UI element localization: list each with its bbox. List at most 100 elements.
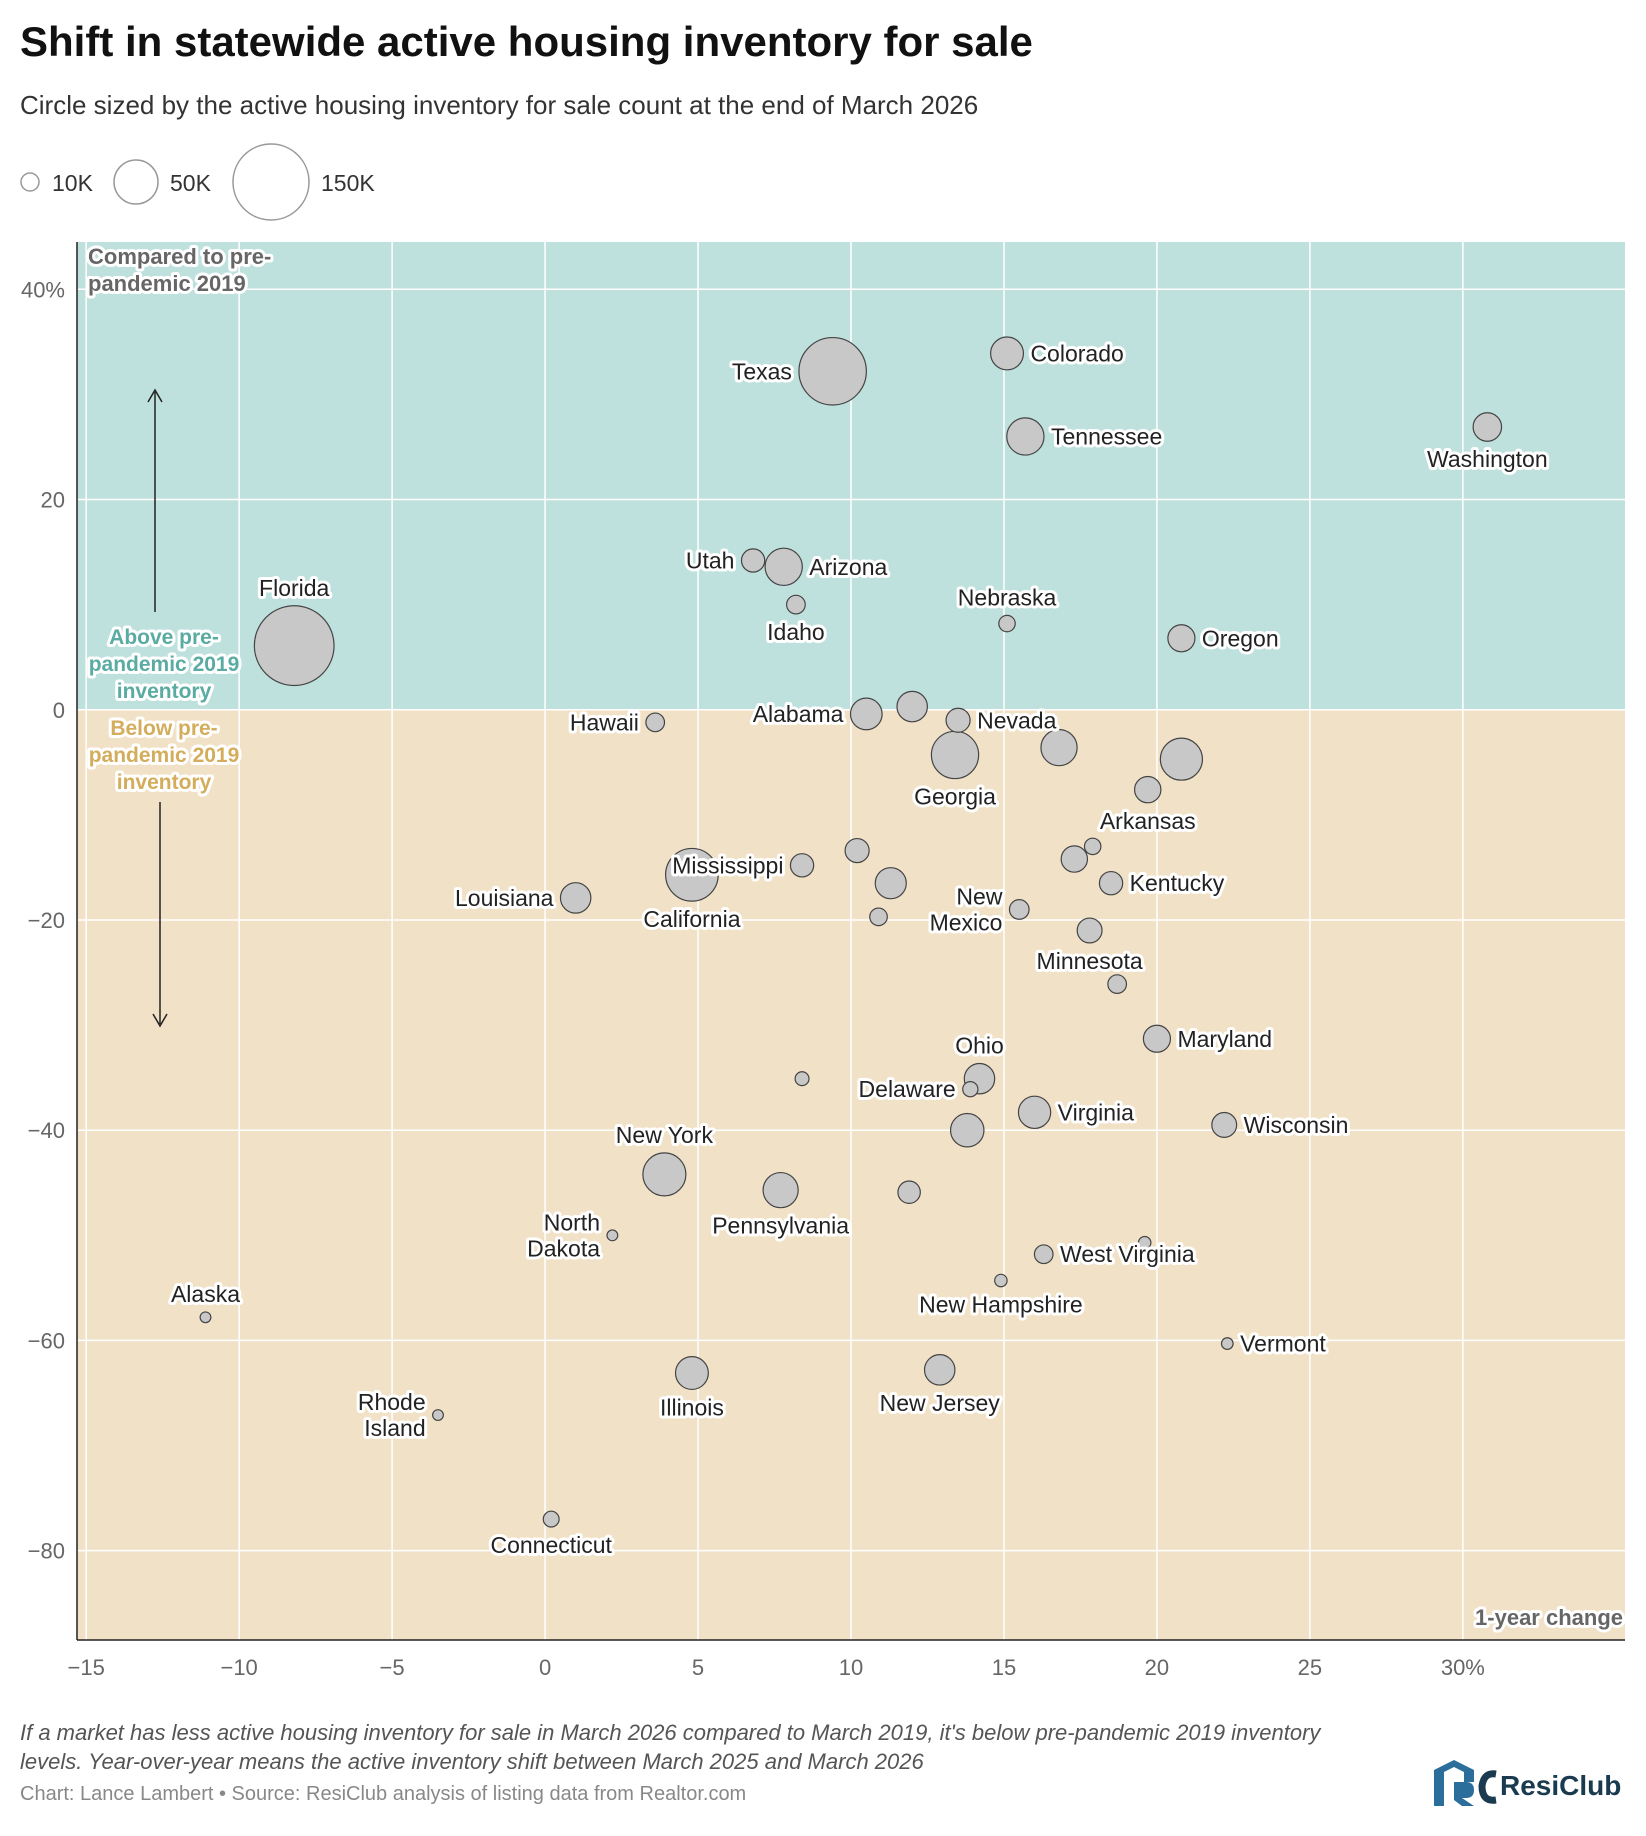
x-tick-label: 5 — [692, 1655, 704, 1680]
bubble-georgia — [930, 730, 980, 780]
bubble-kansas — [869, 907, 888, 927]
point-label-nebraska-halo: Nebraska — [958, 584, 1057, 610]
bubble-connecticut — [542, 1510, 560, 1528]
point-label-idaho-halo: Idaho — [767, 619, 825, 645]
point-label-nevada-halo: Nevada — [977, 707, 1056, 733]
footnote-line-1: If a market has less active housing inve… — [20, 1720, 1321, 1745]
bubble-illinois — [674, 1355, 709, 1391]
bubble-idaho — [786, 594, 806, 615]
below-annotation-line-halo: pandemic 2019 — [89, 744, 240, 767]
x-tick-label: 15 — [992, 1655, 1016, 1680]
point-label-georgia-halo: Georgia — [914, 784, 996, 810]
bubble-arkansas — [1133, 775, 1162, 804]
point-label-rhode-island: Island — [364, 1415, 425, 1441]
point-label-oregon: Oregon — [1202, 625, 1279, 651]
point-label-delaware: Delaware — [859, 1076, 956, 1102]
bubble-colorado — [990, 336, 1025, 371]
point-label-tennessee: Tennessee — [1051, 423, 1162, 449]
point-label-pennsylvania-halo: Pennsylvania — [712, 1213, 849, 1239]
point-label-new-mexico-halo: Mexico — [930, 909, 1003, 935]
bubble-washington — [1472, 412, 1503, 442]
point-label-new-york-halo: New York — [616, 1122, 714, 1148]
bubble-wyoming — [1137, 1235, 1152, 1250]
size-legend-label-10k: 10K — [52, 170, 93, 196]
bubble-virginia — [1017, 1095, 1052, 1130]
point-label-wisconsin-halo: Wisconsin — [1244, 1112, 1349, 1138]
y-tick-label: 40% — [21, 277, 65, 302]
bubble-florida — [253, 605, 335, 687]
point-label-arizona-halo: Arizona — [809, 554, 887, 580]
x-tick-label: −5 — [380, 1655, 405, 1680]
point-label-vermont-halo: Vermont — [1240, 1331, 1326, 1357]
x-axis-title-halo: 1-year change — [1475, 1605, 1623, 1630]
bubble-south-carolina — [896, 690, 928, 723]
point-label-idaho: Idaho — [767, 619, 825, 645]
bubble-louisiana — [559, 882, 592, 914]
bubble-alaska — [199, 1311, 212, 1324]
bubble-california — [664, 847, 719, 902]
point-label-oregon-halo: Oregon — [1202, 625, 1279, 651]
point-label-minnesota-halo: Minnesota — [1037, 948, 1143, 974]
point-label-ohio-halo: Ohio — [955, 1032, 1004, 1058]
bubble-michigan — [1159, 737, 1204, 781]
point-label-arkansas: Arkansas — [1100, 808, 1196, 834]
x-tick-label: 0 — [539, 1655, 551, 1680]
bubble-mississippi — [789, 853, 815, 878]
y-axis-title-line2: pandemic 2019 — [88, 271, 246, 296]
point-label-utah: Utah — [686, 547, 735, 573]
down-arrow-head — [152, 1013, 168, 1028]
above-annotation-line: Above pre- — [109, 626, 219, 649]
bubble-new-jersey — [923, 1354, 956, 1386]
bubble-oregon — [1167, 624, 1196, 653]
size-legend — [20, 143, 310, 221]
point-label-north-dakota-halo: Dakota — [527, 1235, 600, 1261]
point-label-west-virginia-halo: West Virginia — [1060, 1241, 1195, 1267]
x-tick-label: −10 — [220, 1655, 257, 1680]
bubble-pennsylvania — [762, 1171, 799, 1209]
point-label-minnesota: Minnesota — [1037, 948, 1143, 974]
point-label-alabama-halo: Alabama — [753, 701, 844, 727]
bubble-new-york — [642, 1152, 687, 1197]
bubble-nebraska — [998, 614, 1016, 633]
up-arrow-head — [147, 388, 163, 403]
bubble-massachusetts — [949, 1112, 985, 1148]
bubble-oklahoma — [1060, 845, 1089, 873]
point-label-north-dakota-halo: North — [544, 1209, 600, 1235]
above-annotation-line: inventory — [117, 680, 212, 703]
x-tick-label: 25 — [1298, 1655, 1322, 1680]
point-label-florida: Florida — [259, 575, 330, 601]
point-label-washington-halo: Washington — [1427, 446, 1548, 472]
x-tick-label: 10 — [839, 1655, 863, 1680]
point-label-illinois-halo: Illinois — [660, 1394, 724, 1420]
footnote: If a market has less active housing inve… — [20, 1718, 1440, 1776]
point-label-delaware-halo: Delaware — [859, 1076, 956, 1102]
point-label-connecticut-halo: Connecticut — [490, 1532, 612, 1558]
x-tick-label: 30% — [1441, 1655, 1485, 1680]
point-label-hawaii-halo: Hawaii — [570, 709, 639, 735]
point-label-arizona: Arizona — [809, 554, 887, 580]
point-label-new-jersey-halo: New Jersey — [880, 1390, 1001, 1416]
x-tick-label: −15 — [68, 1655, 105, 1680]
point-label-tennessee-halo: Tennessee — [1051, 423, 1162, 449]
above-annotation-line-halo: inventory — [117, 680, 212, 703]
bubble-wisconsin — [1211, 1111, 1238, 1138]
point-label-alaska-halo: Alaska — [171, 1281, 240, 1307]
below-annotation-line-halo: Below pre- — [110, 717, 217, 740]
point-label-rhode-island: Rhode — [358, 1389, 426, 1415]
point-label-vermont: Vermont — [1240, 1331, 1326, 1357]
bubble-alabama — [849, 697, 883, 731]
bubble-nevada-area-point — [897, 1180, 921, 1205]
point-label-louisiana: Louisiana — [455, 885, 554, 911]
bubble-north-dakota — [606, 1229, 619, 1242]
point-label-colorado: Colorado — [1030, 340, 1123, 366]
above-annotation-line-halo: pandemic 2019 — [89, 653, 240, 676]
source-credit: Chart: Lance Lambert • Source: ResiClub … — [20, 1783, 747, 1805]
point-label-rhode-island-halo: Rhode — [358, 1389, 426, 1415]
above-annotation-line-halo: Above pre- — [109, 626, 219, 649]
point-label-north-dakota: North — [544, 1209, 600, 1235]
point-label-mississippi-halo: Mississippi — [672, 852, 783, 878]
size-legend-circle-10k — [20, 172, 40, 192]
point-label-new-mexico: Mexico — [930, 909, 1003, 935]
bubble-maryland — [1142, 1024, 1172, 1053]
chart-title: Shift in statewide active housing invent… — [20, 18, 1033, 65]
